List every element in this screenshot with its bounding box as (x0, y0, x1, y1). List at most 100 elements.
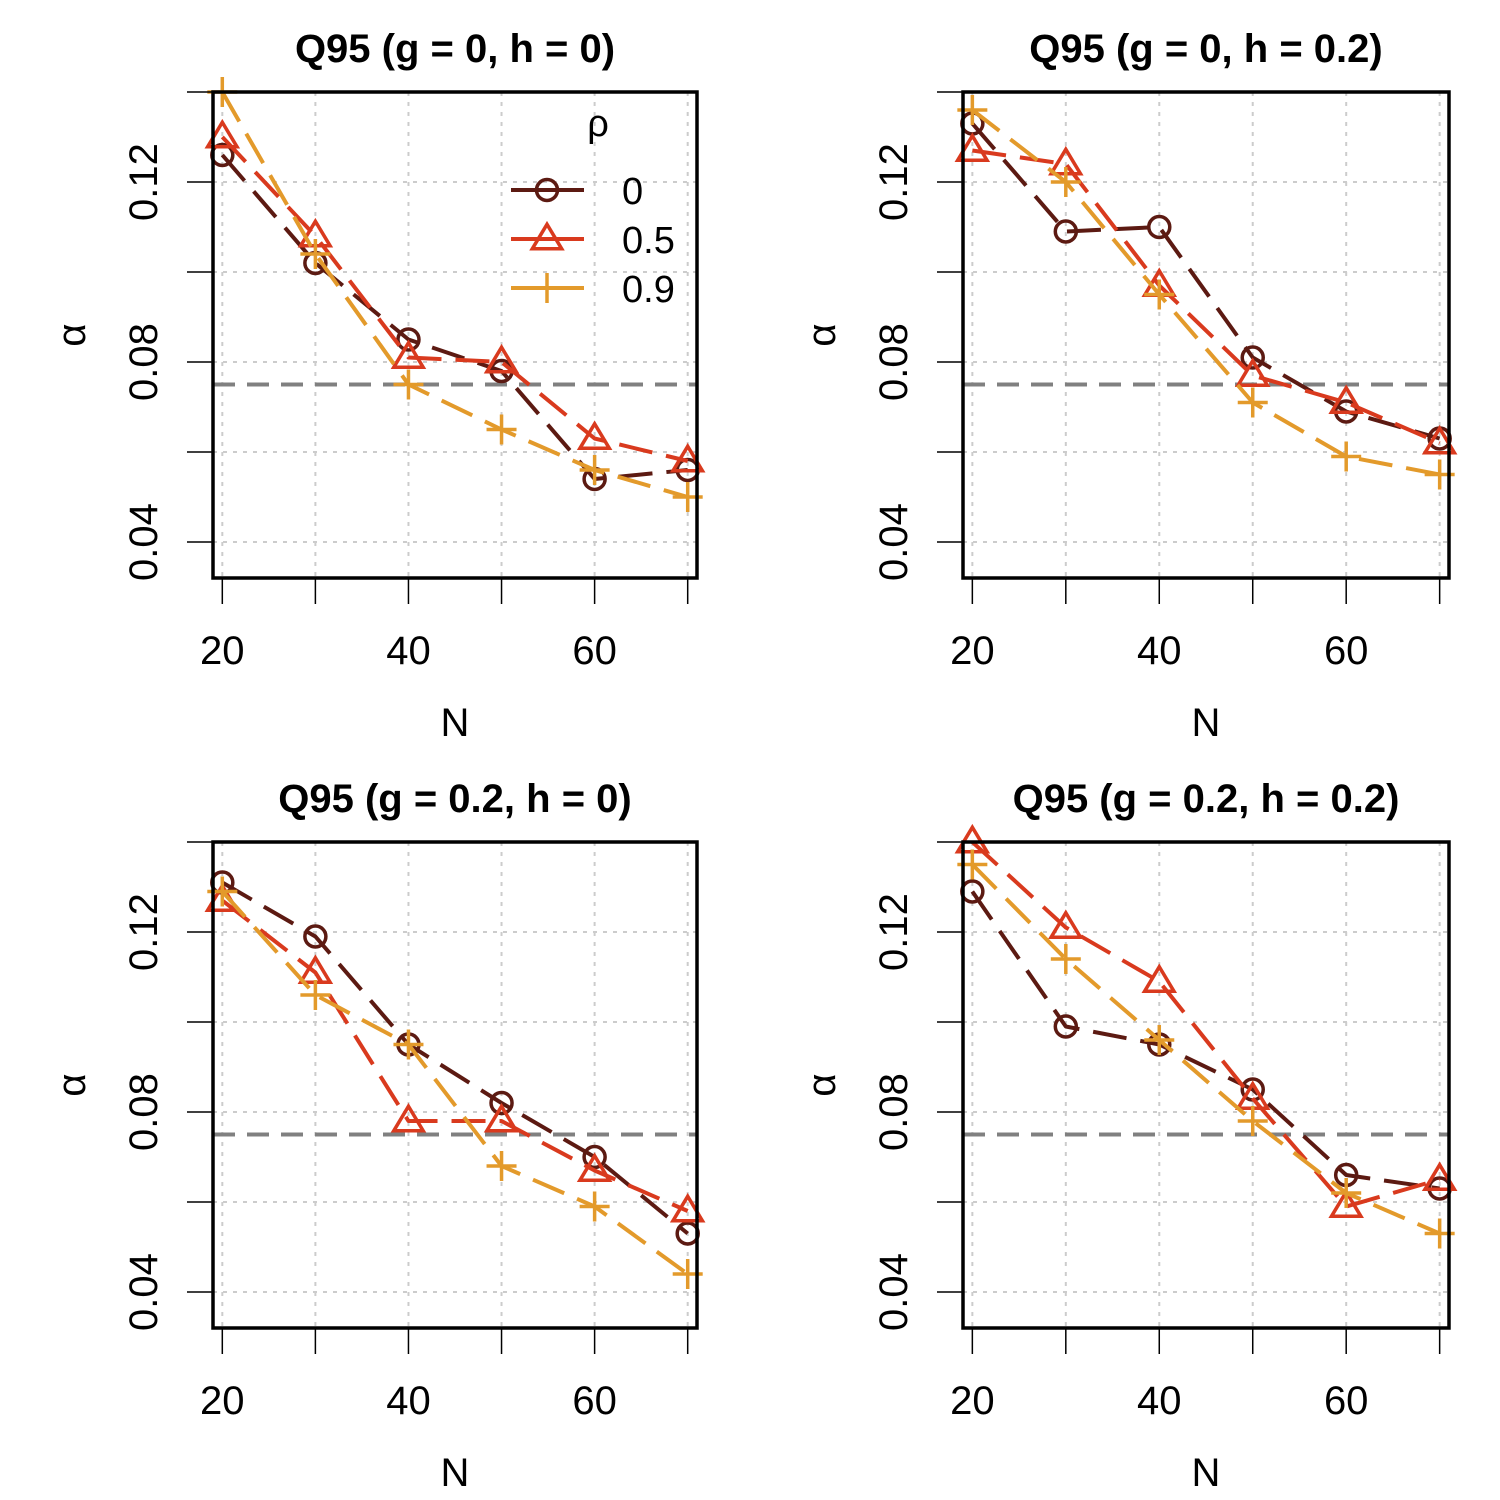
x-tick-label: 40 (1137, 629, 1182, 673)
x-tick-label: 20 (200, 1379, 245, 1423)
data-point (1421, 1161, 1458, 1192)
series-line (971, 108, 1441, 477)
grid (213, 91, 697, 578)
series-line (221, 880, 689, 1236)
y-axis: 0.04 0.08 0.12 α (800, 841, 963, 1331)
data-point (486, 1151, 517, 1181)
data-point (1053, 1014, 1079, 1039)
panel-title: Q95 (g = 0.2, h = 0.2) (1013, 777, 1400, 821)
data-point (579, 455, 610, 485)
y-tick-label: 0.08 (872, 1073, 916, 1151)
data-point (576, 1152, 613, 1183)
series-rho-0 (210, 870, 700, 1246)
data-point (390, 339, 427, 370)
series-line (972, 148, 1441, 445)
series-line (970, 122, 1441, 441)
x-tick-label: 40 (1137, 1379, 1182, 1423)
x-axis: 20 40 60 N (950, 578, 1441, 745)
series-line (970, 863, 1441, 1236)
data-point (396, 327, 421, 352)
x-tick-label: 60 (572, 1379, 617, 1423)
y-tick-label: 0.12 (872, 893, 916, 971)
data-point (303, 924, 328, 949)
series-line (220, 890, 689, 1276)
x-tick-label: 20 (950, 1379, 995, 1423)
x-axis: 20 40 60 N (200, 1328, 689, 1495)
data-point (204, 118, 241, 149)
y-axis: 0.04 0.08 0.12 α (50, 91, 213, 581)
data-point (582, 1144, 607, 1170)
data-point (1144, 1025, 1175, 1055)
data-point (393, 369, 424, 400)
y-tick-label: 0.12 (872, 143, 916, 221)
data-point (576, 420, 613, 451)
data-point (483, 343, 520, 374)
data-point (489, 1090, 514, 1116)
plot-frame (961, 90, 1451, 580)
series-line (220, 91, 689, 499)
data-point (1331, 1178, 1362, 1208)
data-point (1050, 167, 1081, 197)
grid (963, 841, 1449, 1328)
x-tick-label: 60 (572, 629, 617, 673)
data-point (669, 1192, 706, 1223)
legend-marker (529, 220, 565, 251)
data-point (300, 980, 331, 1010)
legend-entry-0.9: 0.9 (511, 269, 675, 311)
panel-title: Q95 (g = 0.2, h = 0) (278, 777, 631, 821)
legend-label: 0 (622, 171, 643, 213)
y-tick-label: 0.04 (122, 503, 166, 581)
x-axis: 20 40 60 N (200, 578, 689, 745)
series-rho-0.5 (204, 882, 706, 1223)
data-point (1141, 963, 1178, 994)
y-tick-label: 0.04 (122, 1253, 166, 1331)
y-axis: 0.04 0.08 0.12 α (800, 91, 963, 581)
y-tick-label: 0.12 (122, 143, 166, 221)
panel-title: Q95 (g = 0, h = 0) (295, 27, 615, 71)
x-axis: 20 40 60 N (950, 1328, 1441, 1495)
data-point (1048, 909, 1084, 940)
legend: ρ0 0.5 0.9 (511, 103, 675, 311)
series-rho-0 (960, 111, 1452, 451)
data-point (1050, 944, 1081, 974)
grid (963, 91, 1449, 578)
data-point (1237, 387, 1268, 418)
x-tick-label: 20 (200, 629, 245, 673)
series-rho-0.9 (207, 77, 703, 512)
data-point (1328, 384, 1364, 415)
legend-entry-0.5: 0.5 (511, 220, 675, 262)
legend-label: 0.9 (622, 269, 675, 311)
series-rho-0.5 (204, 118, 706, 473)
legend-marker (534, 177, 560, 203)
data-point (486, 414, 517, 445)
data-point (579, 1191, 610, 1222)
x-tick-label: 60 (1324, 629, 1369, 673)
data-point (1240, 345, 1265, 370)
data-point (300, 239, 331, 269)
y-axis: 0.04 0.08 0.12 α (50, 841, 213, 1331)
x-tick-label: 60 (1324, 1379, 1369, 1423)
data-point (1237, 1106, 1268, 1136)
series-line (970, 840, 1441, 1209)
grid (213, 841, 697, 1328)
y-tick-label: 0.08 (122, 1073, 166, 1151)
x-axis-label: N (1192, 1451, 1221, 1495)
y-tick-label: 0.04 (872, 503, 916, 581)
data-point (1147, 214, 1172, 240)
panel-4: 20 40 60 N 0.04 0.08 0.12 α Q95 (g = 0.2, h = 0.… (800, 777, 1458, 1495)
data-point (1421, 424, 1458, 455)
data-point (393, 1029, 424, 1060)
plot-frame (211, 90, 699, 580)
x-axis-label: N (441, 701, 470, 745)
data-point (1053, 219, 1079, 244)
series-line (221, 898, 689, 1213)
x-tick-label: 40 (386, 1379, 431, 1423)
y-axis-label: α (800, 323, 844, 346)
panel-2: 20 40 60 N 0.04 0.08 0.12 α Q95 (g = 0, h = 0.2) (800, 27, 1458, 745)
y-tick-label: 0.04 (872, 1253, 916, 1331)
y-axis-label: α (50, 1073, 94, 1096)
series-line (220, 153, 688, 481)
legend-title: ρ (587, 103, 609, 145)
x-axis-label: N (1192, 701, 1221, 745)
